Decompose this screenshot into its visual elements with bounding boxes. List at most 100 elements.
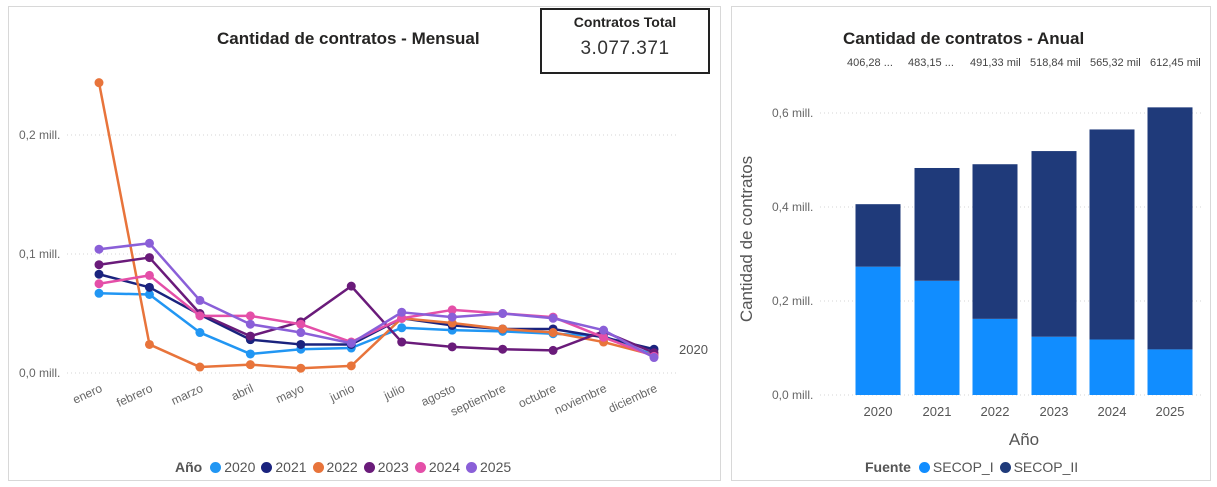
legend-item[interactable]: SECOP_I bbox=[918, 459, 994, 475]
legend-label: 2023 bbox=[377, 459, 409, 475]
legend-marker bbox=[312, 461, 324, 473]
x-tick-label: 2025 bbox=[1156, 404, 1185, 419]
legend-title: Año bbox=[175, 459, 203, 475]
legend-marker bbox=[999, 461, 1011, 473]
data-point-2023 bbox=[498, 344, 508, 354]
total-data-label: 565,32 mil bbox=[1090, 57, 1141, 69]
legend-label: 2020 bbox=[224, 459, 256, 475]
annual-chart-title: Cantidad de contratos - Anual bbox=[843, 29, 1085, 48]
data-point-2024 bbox=[144, 270, 154, 280]
legend-item[interactable]: 2024 bbox=[414, 459, 460, 475]
y-tick-label: 0,2 mill. bbox=[772, 294, 813, 308]
data-point-2022 bbox=[296, 363, 306, 373]
y-tick-label: 0,4 mill. bbox=[772, 200, 813, 214]
annual-chart-panel: Cantidad de contratos - Anual 0,0 mill. 0… bbox=[731, 6, 1211, 481]
bar-segment-SECOP_I bbox=[1147, 349, 1193, 395]
bar-segment-SECOP_II bbox=[972, 164, 1018, 319]
total-contracts-value: 3.077.371 bbox=[580, 38, 670, 59]
legend-label: SECOP_II bbox=[1013, 459, 1079, 475]
data-point-2020 bbox=[245, 349, 255, 359]
data-point-2022 bbox=[346, 361, 356, 371]
x-tick-label: noviembre bbox=[552, 381, 609, 418]
legend-marker bbox=[466, 461, 477, 473]
y-tick-label: 0,1 mill. bbox=[19, 247, 60, 261]
data-point-2024 bbox=[447, 305, 457, 315]
data-point-2025 bbox=[447, 312, 457, 322]
data-point-2025 bbox=[245, 319, 255, 329]
total-data-label: 406,28 ... bbox=[847, 57, 893, 69]
data-point-2025 bbox=[195, 295, 205, 305]
bar-segment-SECOP_I bbox=[972, 318, 1018, 395]
total-data-label: 612,45 mil bbox=[1150, 57, 1201, 69]
series-line-2025 bbox=[98, 242, 655, 359]
total-data-label: 491,33 mil bbox=[970, 57, 1021, 69]
bar-segment-SECOP_I bbox=[1089, 339, 1135, 395]
x-tick-label: 2023 bbox=[1040, 404, 1069, 419]
data-point-2021 bbox=[144, 282, 154, 292]
x-tick-label: abril bbox=[229, 381, 255, 403]
annual-legend: Fuente SECOP_I SECOP_II bbox=[865, 459, 1084, 475]
data-point-2025 bbox=[498, 309, 508, 318]
bar-segment-SECOP_II bbox=[1089, 129, 1135, 340]
x-tick-label: 2022 bbox=[981, 404, 1010, 419]
x-tick-label: 2020 bbox=[864, 404, 893, 419]
total-data-label: 518,84 mil bbox=[1030, 57, 1081, 69]
legend-item[interactable]: 2022 bbox=[312, 459, 358, 475]
data-point-2020 bbox=[195, 328, 205, 338]
x-tick-label: julio bbox=[381, 381, 407, 403]
data-point-2023 bbox=[548, 345, 558, 355]
x-tick-label: diciembre bbox=[606, 381, 659, 416]
data-point-2024 bbox=[245, 311, 255, 321]
data-point-2023 bbox=[397, 337, 407, 347]
legend-label: 2025 bbox=[480, 459, 512, 475]
data-point-2023 bbox=[245, 331, 255, 341]
data-point-2020 bbox=[397, 323, 407, 333]
annual-bar-chart: 0,0 mill. 0,2 mill. 0,4 mill. 0,6 mill. Cant… bbox=[737, 57, 1202, 449]
data-point-2023 bbox=[346, 281, 356, 291]
bar-segment-SECOP_II bbox=[1031, 151, 1077, 337]
legend-item[interactable]: SECOP_II bbox=[999, 459, 1079, 475]
data-point-2024 bbox=[296, 319, 306, 329]
legend-title: Fuente bbox=[865, 459, 911, 475]
legend-item[interactable]: 2021 bbox=[261, 459, 307, 475]
series-end-label: 2020 bbox=[679, 342, 708, 357]
bar-segment-SECOP_I bbox=[1031, 336, 1077, 395]
x-axis-title: Año bbox=[1009, 430, 1039, 449]
legend-marker bbox=[918, 461, 930, 473]
y-tick-label: 0,0 mill. bbox=[772, 388, 813, 402]
data-point-2025 bbox=[599, 325, 609, 335]
data-point-2022 bbox=[498, 324, 508, 334]
total-data-label: 483,15 ... bbox=[908, 57, 954, 69]
y-tick-label: 0,0 mill. bbox=[19, 366, 60, 380]
data-point-2025 bbox=[296, 328, 306, 338]
y-axis-title: Cantidad de contratos bbox=[737, 156, 756, 322]
data-point-2021 bbox=[296, 339, 306, 349]
monthly-chart-title: Cantidad de contratos - Mensual bbox=[217, 29, 480, 48]
legend-item[interactable]: 2023 bbox=[363, 459, 409, 475]
legend-marker bbox=[414, 461, 426, 473]
bar-segment-SECOP_I bbox=[914, 280, 960, 395]
data-point-2024 bbox=[94, 279, 104, 289]
monthly-chart-panel: Cantidad de contratos - Mensual 0,0 mill… bbox=[8, 6, 721, 481]
legend-marker bbox=[261, 461, 273, 473]
data-point-2024 bbox=[195, 311, 205, 321]
x-tick-label: marzo bbox=[169, 381, 205, 408]
monthly-legend: Año 2020 2021 2022 2023 2024 2025 bbox=[175, 459, 517, 475]
data-point-2025 bbox=[548, 313, 558, 323]
legend-item[interactable]: 2020 bbox=[210, 459, 255, 475]
legend-item[interactable]: 2025 bbox=[466, 459, 511, 475]
data-point-2022 bbox=[245, 360, 255, 370]
bar-segment-SECOP_II bbox=[914, 167, 960, 281]
legend-label: 2022 bbox=[326, 459, 358, 475]
bar-segment-SECOP_I bbox=[855, 266, 901, 395]
legend-marker bbox=[363, 461, 375, 473]
data-point-2020 bbox=[144, 289, 154, 299]
legend-label: SECOP_I bbox=[932, 459, 994, 475]
data-point-2022 bbox=[548, 328, 558, 338]
data-point-2025 bbox=[144, 238, 154, 248]
x-tick-label: 2024 bbox=[1098, 404, 1127, 419]
x-tick-label: mayo bbox=[274, 381, 307, 406]
data-point-2023 bbox=[144, 253, 154, 263]
data-point-2022 bbox=[195, 362, 205, 372]
bar-segment-SECOP_II bbox=[1147, 107, 1193, 350]
